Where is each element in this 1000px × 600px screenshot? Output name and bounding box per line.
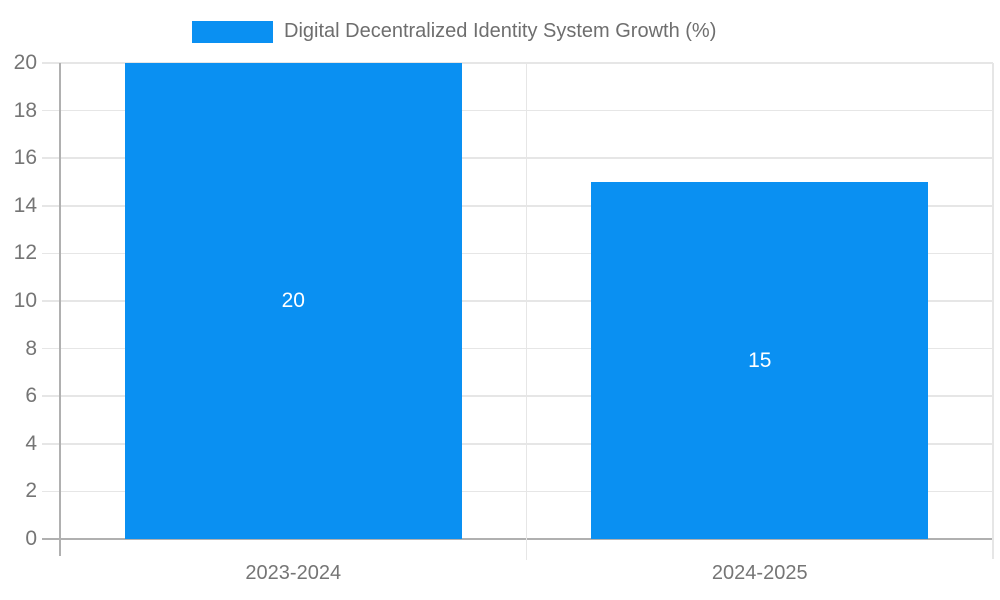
bar: 20	[124, 63, 462, 539]
legend-label: Digital Decentralized Identity System Gr…	[284, 20, 717, 42]
gridline	[42, 62, 993, 64]
y-tick-label: 10	[13, 289, 37, 312]
x-axis-baseline	[42, 538, 993, 540]
y-tick-label: 18	[13, 98, 37, 122]
y-tick-label: 16	[13, 146, 37, 170]
y-axis-line	[59, 63, 61, 556]
bar: 15	[591, 182, 929, 539]
x-tick-label: 2023-2024	[245, 562, 342, 584]
bar-value-label: 15	[748, 348, 772, 372]
gridline	[42, 109, 993, 112]
gridline	[42, 347, 993, 350]
plot-right-border	[992, 63, 994, 559]
column-divider	[525, 63, 528, 560]
bar-value-label: 20	[281, 289, 305, 312]
y-tick-label: 8	[25, 336, 37, 360]
y-tick-label: 0	[25, 527, 37, 550]
gridline	[42, 157, 993, 159]
y-tick-label: 4	[25, 431, 37, 455]
y-tick-label: 20	[13, 51, 37, 74]
y-tick-label: 6	[25, 384, 37, 408]
gridline	[42, 300, 993, 302]
gridline	[42, 395, 993, 397]
gridline	[42, 205, 993, 207]
y-tick-label: 14	[13, 193, 37, 217]
gridline	[42, 490, 993, 493]
y-tick-label: 2	[25, 479, 37, 503]
legend-swatch	[192, 20, 273, 43]
chart-legend: Digital Decentralized Identity System Gr…	[192, 20, 716, 43]
y-tick-label: 12	[13, 241, 37, 265]
gridline	[42, 252, 993, 255]
x-tick-label: 2024-2025	[711, 562, 808, 584]
gridline	[42, 443, 993, 445]
